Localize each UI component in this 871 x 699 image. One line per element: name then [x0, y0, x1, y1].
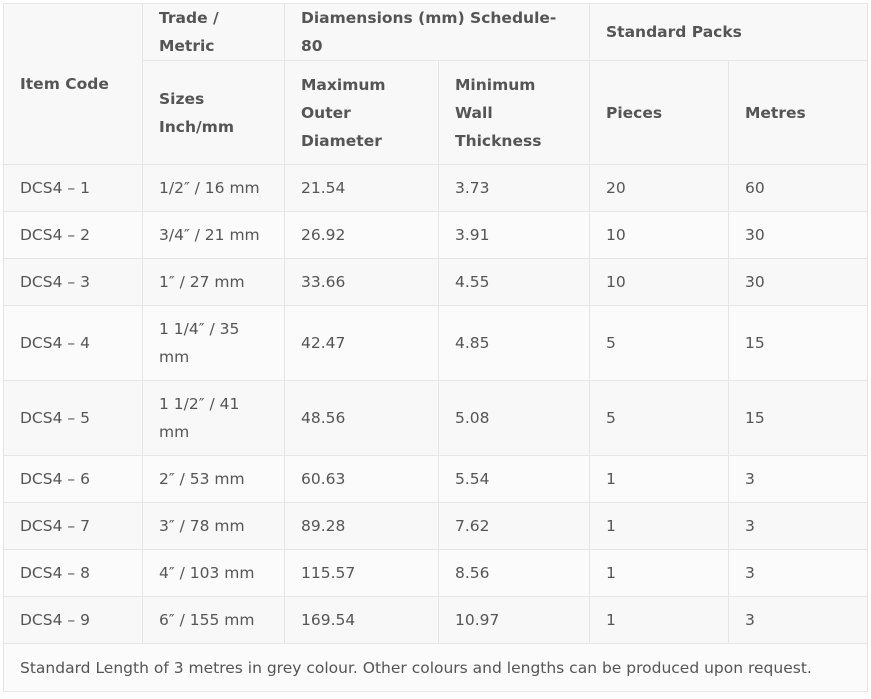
spec-table-container: Item Code Trade / Metric Diamensions (mm… [2, 3, 869, 692]
cell-metres: 30 [727, 211, 869, 259]
cell-pieces: 5 [589, 305, 729, 381]
cell-wall-thickness: 5.54 [438, 455, 590, 503]
cell-size: 3/4″ / 21 mm [142, 211, 285, 259]
cell-pieces: 1 [589, 549, 729, 597]
cell-item-code: DCS4 – 6 [3, 455, 143, 503]
cell-metres: 30 [727, 258, 869, 306]
cell-outer-diameter: 26.92 [284, 211, 439, 259]
pipe-spec-table: Item Code Trade / Metric Diamensions (mm… [2, 3, 869, 692]
cell-outer-diameter: 169.54 [284, 596, 439, 644]
cell-metres: 60 [727, 164, 869, 212]
cell-outer-diameter: 89.28 [284, 502, 439, 550]
cell-metres: 15 [727, 380, 869, 456]
cell-size: 1 1/4″ / 35 mm [142, 305, 285, 381]
cell-size: 6″ / 155 mm [142, 596, 285, 644]
cell-metres: 15 [727, 305, 869, 381]
cell-wall-thickness: 5.08 [438, 380, 590, 456]
cell-pieces: 1 [589, 502, 729, 550]
table-row: DCS4 – 4 1 1/4″ / 35 mm 42.47 4.85 5 15 [3, 305, 869, 381]
header-row-sub: Sizes Inch/mm Maximum Outer Diameter Min… [4, 60, 869, 165]
cell-wall-thickness: 8.56 [438, 549, 590, 597]
cell-metres: 3 [727, 455, 869, 503]
cell-wall-thickness: 7.62 [438, 502, 590, 550]
cell-item-code: DCS4 – 7 [3, 502, 143, 550]
cell-pieces: 1 [589, 596, 729, 644]
cell-pieces: 20 [589, 164, 729, 212]
cell-size: 2″ / 53 mm [142, 455, 285, 503]
table-row: DCS4 – 8 4″ / 103 mm 115.57 8.56 1 3 [3, 549, 869, 597]
cell-pieces: 10 [589, 258, 729, 306]
cell-outer-diameter: 21.54 [284, 164, 439, 212]
table-row: DCS4 – 7 3″ / 78 mm 89.28 7.62 1 3 [3, 502, 869, 550]
table-row: DCS4 – 2 3/4″ / 21 mm 26.92 3.91 10 30 [3, 211, 869, 259]
cell-item-code: DCS4 – 4 [3, 305, 143, 381]
table-row: DCS4 – 1 1/2″ / 16 mm 21.54 3.73 20 60 [3, 164, 869, 212]
table-row: DCS4 – 6 2″ / 53 mm 60.63 5.54 1 3 [3, 455, 869, 503]
cell-size: 3″ / 78 mm [142, 502, 285, 550]
cell-pieces: 1 [589, 455, 729, 503]
cell-item-code: DCS4 – 9 [3, 596, 143, 644]
cell-outer-diameter: 60.63 [284, 455, 439, 503]
cell-item-code: DCS4 – 5 [3, 380, 143, 456]
cell-wall-thickness: 3.91 [438, 211, 590, 259]
header-max-outer-diameter: Maximum Outer Diameter [284, 60, 439, 165]
footer-row: Standard Length of 3 metres in grey colo… [2, 643, 869, 692]
cell-item-code: DCS4 – 1 [3, 164, 143, 212]
cell-metres: 3 [727, 502, 869, 550]
cell-outer-diameter: 42.47 [284, 305, 439, 381]
cell-wall-thickness: 3.73 [438, 164, 590, 212]
cell-outer-diameter: 115.57 [284, 549, 439, 597]
header-dimensions: Diamensions (mm) Schedule-80 [284, 3, 590, 61]
cell-pieces: 10 [589, 211, 729, 259]
header-item-code: Item Code [3, 3, 143, 165]
cell-item-code: DCS4 – 8 [3, 549, 143, 597]
table-row: DCS4 – 3 1″ / 27 mm 33.66 4.55 10 30 [3, 258, 869, 306]
cell-size: 1″ / 27 mm [142, 258, 285, 306]
cell-size: 1/2″ / 16 mm [142, 164, 285, 212]
cell-metres: 3 [727, 596, 869, 644]
header-standard-packs: Standard Packs [588, 3, 869, 61]
cell-metres: 3 [727, 549, 869, 597]
cell-pieces: 5 [589, 380, 729, 456]
header-trade-metric: Trade / Metric [142, 3, 285, 61]
cell-outer-diameter: 33.66 [284, 258, 439, 306]
cell-wall-thickness: 4.55 [438, 258, 590, 306]
header-min-wall-thickness: Minimum Wall Thickness [438, 60, 590, 165]
header-metres: Metres [727, 60, 869, 165]
cell-item-code: DCS4 – 2 [3, 211, 143, 259]
footer-note: Standard Length of 3 metres in grey colo… [2, 643, 869, 692]
table-row: DCS4 – 5 1 1/2″ / 41 mm 48.56 5.08 5 15 [3, 380, 869, 456]
cell-wall-thickness: 4.85 [438, 305, 590, 381]
table-row: DCS4 – 9 6″ / 155 mm 169.54 10.97 1 3 [3, 596, 869, 644]
cell-item-code: DCS4 – 3 [3, 258, 143, 306]
cell-size: 1 1/2″ / 41 mm [142, 380, 285, 456]
header-row-group: Item Code Trade / Metric Diamensions (mm… [3, 3, 869, 165]
cell-size: 4″ / 103 mm [142, 549, 285, 597]
header-sizes: Sizes Inch/mm [142, 60, 285, 165]
header-pieces: Pieces [589, 60, 729, 165]
cell-wall-thickness: 10.97 [438, 596, 590, 644]
cell-outer-diameter: 48.56 [284, 380, 439, 456]
